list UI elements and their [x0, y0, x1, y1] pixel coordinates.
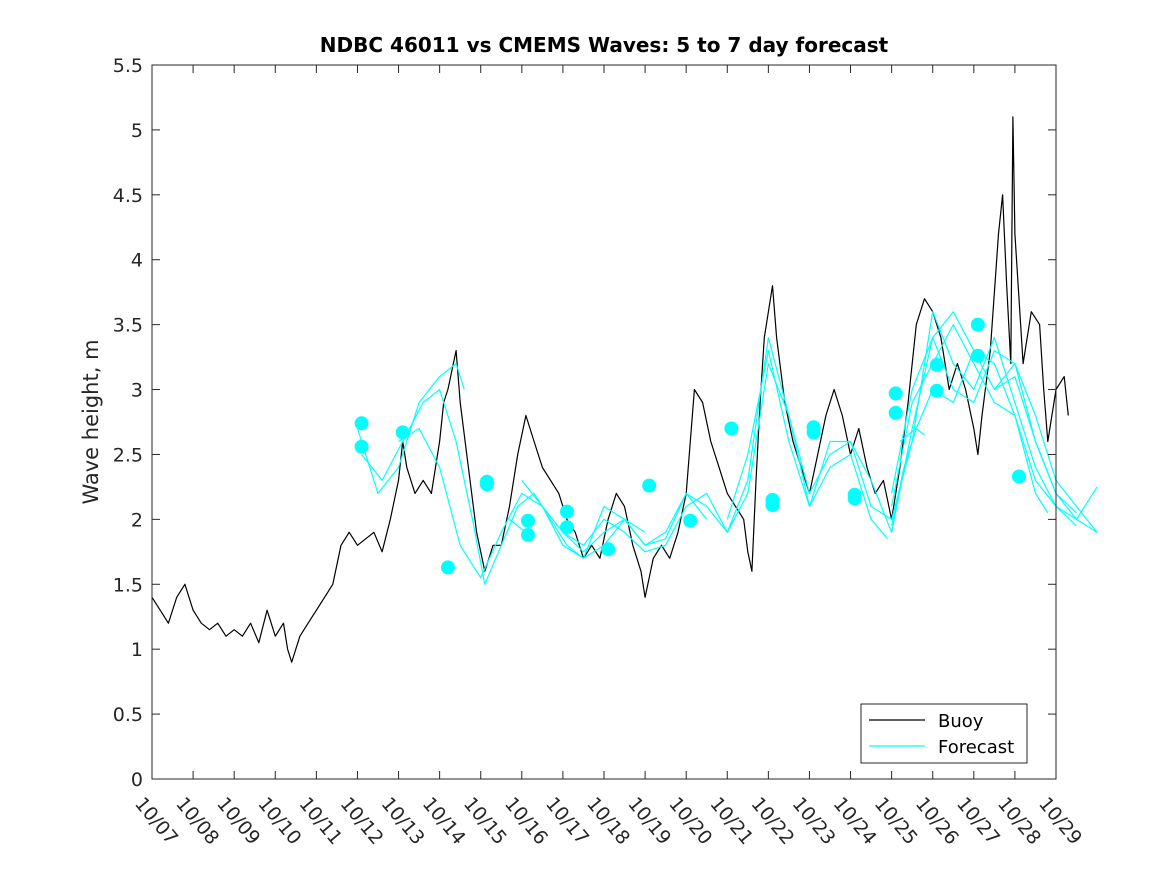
forecast-marker: [970, 348, 985, 363]
forecast-marker: [683, 513, 698, 528]
forecast-marker: [521, 513, 535, 528]
y-tick-label: 1: [131, 639, 143, 661]
y-tick-label: 5: [131, 120, 143, 142]
forecast-marker: [888, 386, 903, 401]
y-tick-label: 3: [131, 380, 143, 402]
forecast-marker: [847, 491, 862, 506]
y-axis-ticks: 0 0.5 1 1.5 2 2.5 3 3.5 4 4.5 5 5.5: [113, 55, 1056, 791]
plot-area: [152, 65, 1056, 779]
forecast-line: [398, 427, 708, 579]
forecast-marker: [560, 504, 574, 519]
forecast-marker: [560, 520, 574, 535]
y-axis-label: Wave height, m: [79, 339, 103, 504]
forecast-line: [521, 337, 1098, 553]
y-tick-label: 5.5: [113, 55, 143, 77]
forecast-marker: [440, 560, 455, 575]
legend-box: [860, 703, 1028, 764]
forecast-line: [562, 363, 888, 553]
forecast-marker: [354, 439, 369, 454]
forecast-marker: [929, 357, 944, 372]
forecast-marker: [724, 421, 739, 436]
forecast-line: [361, 388, 646, 585]
forecast-marker: [970, 317, 985, 332]
forecast-series: [356, 311, 1098, 585]
forecast-marker: [765, 498, 780, 513]
legend: Buoy Forecast: [860, 703, 1028, 764]
forecast-line: [356, 363, 465, 494]
y-tick-label: 2.5: [113, 444, 143, 466]
forecast-marker: [479, 477, 494, 492]
forecast-marker: [642, 478, 657, 493]
y-tick-label: 3.5: [113, 315, 143, 337]
forecast-marker: [806, 425, 821, 440]
forecast-line: [891, 324, 1077, 527]
forecast-line: [993, 363, 1098, 533]
forecast-marker: [929, 383, 944, 398]
y-tick-label: 1.5: [113, 574, 143, 596]
legend-forecast-label: Forecast: [938, 737, 1014, 758]
y-tick-label: 0.5: [113, 704, 143, 726]
y-tick-label: 0: [131, 769, 143, 791]
forecast-line: [891, 311, 1077, 514]
forecast-marker: [521, 527, 535, 542]
y-tick-label: 4: [131, 250, 143, 272]
forecast-markers: [354, 317, 1026, 575]
y-tick-label: 2: [131, 509, 143, 531]
chart-title: NDBC 46011 vs CMEMS Waves: 5 to 7 day fo…: [320, 33, 889, 57]
forecast-marker: [1012, 469, 1026, 484]
legend-buoy-label: Buoy: [938, 711, 984, 732]
forecast-marker: [395, 425, 410, 440]
y-tick-label: 4.5: [113, 185, 143, 207]
buoy-line: [151, 116, 1069, 663]
forecast-marker: [354, 416, 369, 431]
buoy-series: [151, 116, 1069, 663]
forecast-marker: [601, 542, 616, 557]
forecast-line: [891, 350, 1049, 527]
forecast-marker: [888, 405, 903, 420]
